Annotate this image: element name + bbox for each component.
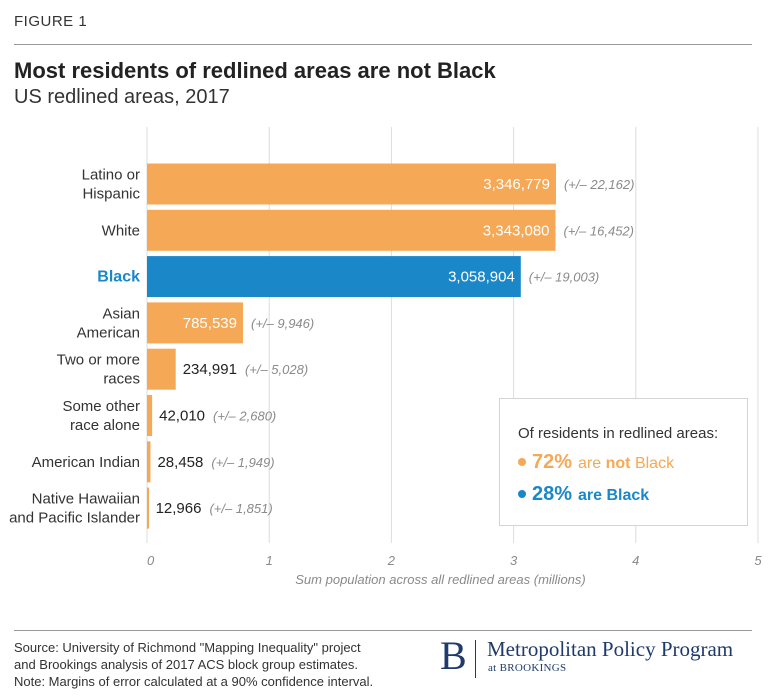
not-black-text-are: are: [578, 455, 602, 472]
x-tick-label: 3: [510, 553, 518, 568]
value-label: 234,991: [183, 361, 237, 378]
bar: [147, 487, 149, 529]
category-label: White: [102, 222, 140, 239]
bar: [147, 256, 521, 298]
category-label: Some other race alone: [62, 398, 140, 434]
value-label: 28,458: [157, 454, 203, 471]
bar: [147, 209, 556, 251]
category-label: Asian American: [77, 305, 140, 341]
category-label: American Indian: [32, 454, 140, 471]
margin-of-error-label: (+/– 1,851): [209, 501, 272, 516]
source-line-3: Note: Margins of error calculated at a 9…: [14, 674, 374, 689]
orange-dot-icon: [518, 458, 526, 466]
not-black-text-not: not: [605, 455, 631, 472]
x-tick-label: 5: [754, 553, 762, 568]
brookings-logo-icon: B: [440, 633, 467, 678]
category-label: Latino or Hispanic: [82, 167, 141, 203]
black-text: are Black: [578, 487, 650, 504]
source-line-2: and Brookings analysis of 2017 ACS block…: [14, 657, 358, 672]
margin-of-error-label: (+/– 1,949): [211, 455, 274, 470]
callout-not-black: 72% are not Black: [518, 451, 747, 474]
value-label: 12,966: [156, 500, 202, 517]
value-label: 3,058,904: [448, 269, 515, 286]
margin-of-error-label: (+/– 9,946): [251, 316, 314, 331]
bar: [147, 395, 153, 436]
bar-chart: 0 1 2 3 4 5 Sum population across all redlined…: [9, 127, 762, 587]
callout-heading: Of residents in redlined areas:: [518, 425, 719, 442]
brand-name: Metropolitan Policy Program: [487, 637, 734, 661]
source-note: Source: University of Richmond "Mapping …: [14, 639, 414, 690]
x-tick-label: 1: [266, 553, 273, 568]
category-label: Black: [97, 269, 140, 286]
x-tick-label: 0: [147, 553, 155, 568]
value-label: 785,539: [183, 315, 237, 332]
chart-subtitle: US redlined areas, 2017: [14, 86, 230, 108]
x-tick-label: 4: [632, 553, 639, 568]
margin-of-error-label: (+/– 2,680): [213, 409, 276, 424]
margin-of-error-label: (+/– 5,028): [245, 362, 308, 377]
bottom-divider: [14, 630, 752, 631]
x-tick-label: 2: [387, 553, 396, 568]
bar: [147, 348, 176, 390]
callout-black: 28% are Black: [518, 483, 747, 506]
category-label: Native Hawaiian and Pacific Islander: [9, 491, 140, 527]
source-line-1: Source: University of Richmond "Mapping …: [14, 640, 361, 655]
not-black-text-black: Black: [634, 455, 675, 472]
chart-title: Most residents of redlined areas are not…: [14, 58, 496, 83]
category-label: Two or more races: [57, 352, 140, 388]
summary-callout: Of residents in redlined areas: 72% are …: [499, 398, 748, 526]
x-axis-title: Sum population across all redlined areas…: [295, 572, 585, 587]
not-black-percent: 72%: [532, 451, 573, 473]
blue-dot-icon: [518, 490, 526, 498]
bar: [147, 441, 151, 483]
margin-of-error-label: (+/– 19,003): [529, 270, 599, 285]
value-label: 3,343,080: [483, 222, 550, 239]
figure-label: FIGURE 1: [14, 13, 88, 30]
top-divider: [14, 44, 752, 45]
bar: [147, 163, 556, 205]
brand-divider: [475, 640, 476, 678]
value-label: 3,346,779: [483, 176, 550, 193]
value-label: 42,010: [159, 408, 205, 425]
margin-of-error-label: (+/– 16,452): [564, 223, 634, 238]
margin-of-error-label: (+/– 22,162): [564, 177, 634, 192]
bar: [147, 302, 243, 344]
black-percent: 28%: [532, 483, 573, 505]
brand-subtitle: at BROOKINGS: [488, 662, 567, 674]
